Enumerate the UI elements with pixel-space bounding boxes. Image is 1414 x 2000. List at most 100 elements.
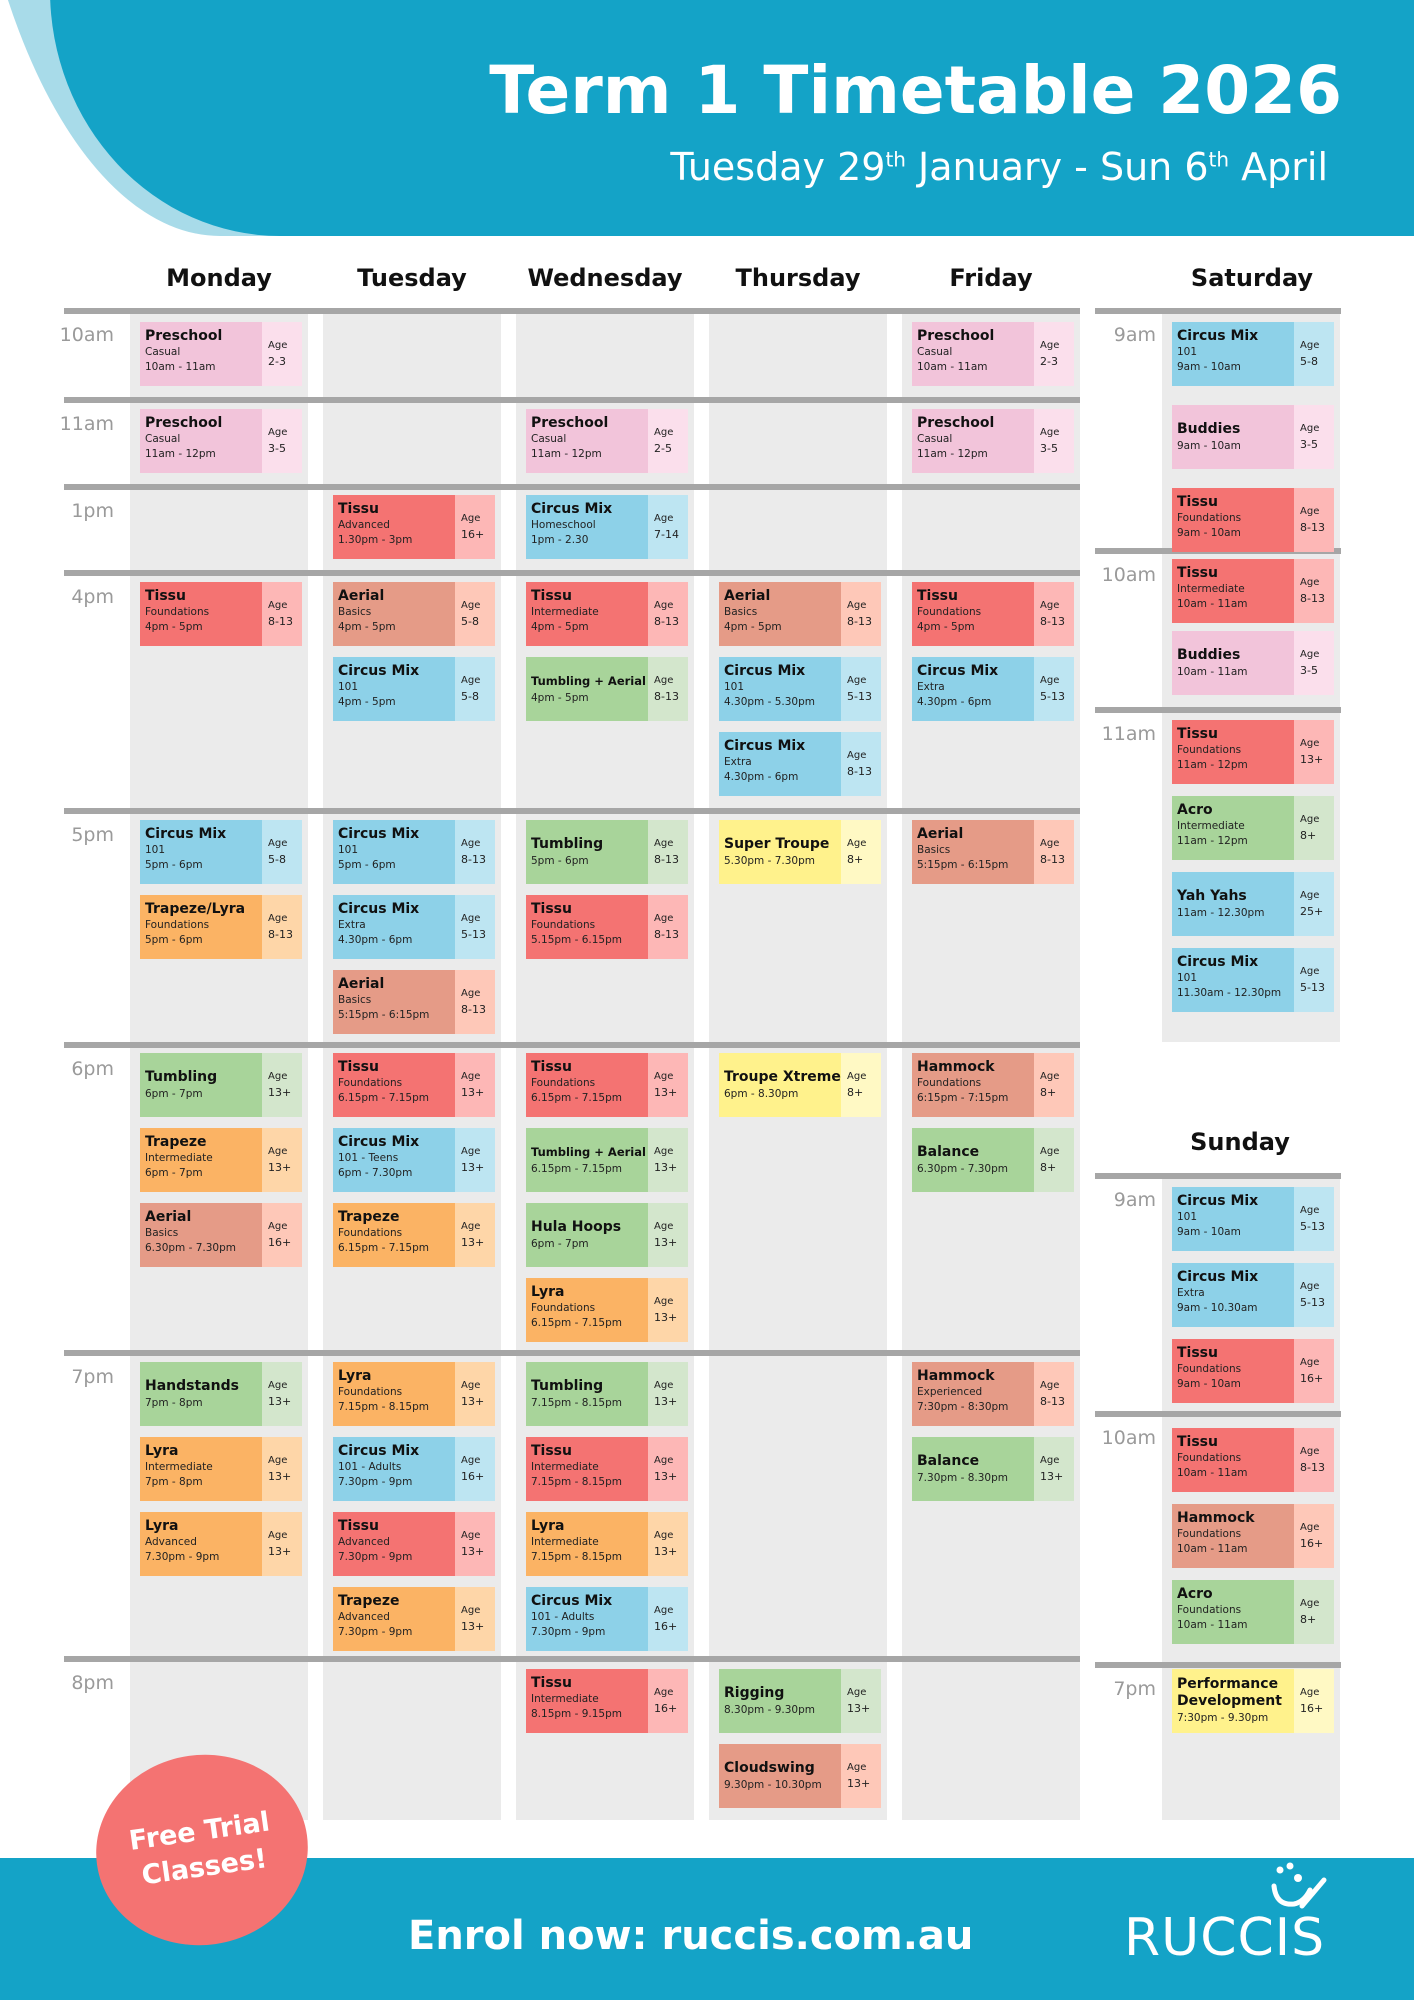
age-badge: Age 13+: [455, 1362, 495, 1426]
class-card[interactable]: Buddies 10am - 11am Age 3-5: [1172, 631, 1334, 695]
class-card[interactable]: Trapeze Foundations 6.15pm - 7.15pm Age 13+: [333, 1203, 495, 1267]
class-card[interactable]: Aerial Basics 4pm - 5pm Age 5-8: [333, 582, 495, 646]
class-card[interactable]: Circus Mix Extra 4.30pm - 6pm Age 8-13: [719, 732, 881, 796]
class-card[interactable]: Aerial Basics 6.30pm - 7.30pm Age 16+: [140, 1203, 302, 1267]
class-card[interactable]: Tissu Foundations 10am - 11am Age 8-13: [1172, 1428, 1334, 1492]
class-card[interactable]: Lyra Intermediate 7pm - 8pm Age 13+: [140, 1437, 302, 1501]
class-card[interactable]: Balance 6.30pm - 7.30pm Age 8+: [912, 1128, 1074, 1192]
class-card[interactable]: Lyra Advanced 7.30pm - 9pm Age 13+: [140, 1512, 302, 1576]
age-value: 16+: [1300, 1537, 1324, 1550]
class-card[interactable]: Circus Mix 101 - Teens 6pm - 7.30pm Age 13+: [333, 1128, 495, 1192]
class-card[interactable]: Circus Mix Extra 9am - 10.30am Age 5-13: [1172, 1263, 1334, 1327]
class-card[interactable]: Circus Mix 101 11.30am - 12.30pm Age 5-13: [1172, 948, 1334, 1012]
class-card[interactable]: Trapeze/Lyra Foundations 5pm - 6pm Age 8-13: [140, 895, 302, 959]
class-card[interactable]: Lyra Foundations 6.15pm - 7.15pm Age 13+: [526, 1278, 688, 1342]
class-card[interactable]: Tissu Foundations 9am - 10am Age 8-13: [1172, 488, 1334, 552]
age-badge: Age 5-8: [455, 582, 495, 646]
class-name: Tissu: [531, 588, 572, 604]
class-card[interactable]: Circus Mix 101 - Adults 7.30pm - 9pm Age 16+: [526, 1587, 688, 1651]
class-card[interactable]: Circus Mix Homeschool 1pm - 2.30 Age 7-14: [526, 495, 688, 559]
class-card[interactable]: Hammock Foundations 10am - 11am Age 16+: [1172, 1504, 1334, 1568]
enrol-link[interactable]: Enrol now: ruccis.com.au: [408, 1913, 974, 1959]
age-label: Age: [1040, 427, 1060, 438]
class-card[interactable]: Balance 7.30pm - 8.30pm Age 13+: [912, 1437, 1074, 1501]
class-card[interactable]: Trapeze Intermediate 6pm - 7pm Age 13+: [140, 1128, 302, 1192]
class-card[interactable]: Acro Intermediate 11am - 12pm Age 8+: [1172, 796, 1334, 860]
class-card[interactable]: Hammock Foundations 6:15pm - 7:15pm Age 8+: [912, 1053, 1074, 1117]
class-card[interactable]: Tissu Foundations 11am - 12pm Age 13+: [1172, 720, 1334, 784]
class-name: Aerial: [145, 1209, 192, 1225]
age-label: Age: [654, 913, 674, 924]
class-card[interactable]: Hammock Experienced 7:30pm - 8:30pm Age 8-13: [912, 1362, 1074, 1426]
class-card[interactable]: Circus Mix 101 5pm - 6pm Age 8-13: [333, 820, 495, 884]
age-label: Age: [654, 600, 674, 611]
class-card[interactable]: Aerial Basics 4pm - 5pm Age 8-13: [719, 582, 881, 646]
class-card[interactable]: Circus Mix Extra 4.30pm - 6pm Age 5-13: [912, 657, 1074, 721]
class-card[interactable]: Tissu Advanced 1.30pm - 3pm Age 16+: [333, 495, 495, 559]
class-card[interactable]: Tumbling + Aerial 6.15pm - 7.15pm Age 13+: [526, 1128, 688, 1192]
class-card[interactable]: Tissu Foundations 6.15pm - 7.15pm Age 13+: [526, 1053, 688, 1117]
class-card[interactable]: Tumbling 7.15pm - 8.15pm Age 13+: [526, 1362, 688, 1426]
age-label: Age: [1300, 966, 1320, 977]
age-label: Age: [847, 1071, 867, 1082]
class-card[interactable]: Tissu Foundations 5.15pm - 6.15pm Age 8-13: [526, 895, 688, 959]
class-card[interactable]: Tissu Intermediate 7.15pm - 8.15pm Age 13+: [526, 1437, 688, 1501]
class-info: Circus Mix Extra 4.30pm - 6pm: [333, 895, 455, 959]
age-badge: Age 3-5: [1294, 405, 1334, 469]
class-card[interactable]: Lyra Intermediate 7.15pm - 8.15pm Age 13+: [526, 1512, 688, 1576]
age-value: 5-8: [1300, 355, 1318, 368]
class-card[interactable]: Circus Mix 101 5pm - 6pm Age 5-8: [140, 820, 302, 884]
class-card[interactable]: Preschool Casual 11am - 12pm Age 3-5: [912, 409, 1074, 473]
age-label: Age: [1300, 1281, 1320, 1292]
class-level: Casual: [145, 346, 181, 358]
class-card[interactable]: Tumbling 5pm - 6pm Age 8-13: [526, 820, 688, 884]
class-card[interactable]: Tumbling 6pm - 7pm Age 13+: [140, 1053, 302, 1117]
class-card[interactable]: Circus Mix 101 9am - 10am Age 5-8: [1172, 322, 1334, 386]
class-card[interactable]: Aerial Basics 5:15pm - 6:15pm Age 8-13: [333, 970, 495, 1034]
age-label: Age: [1040, 1146, 1060, 1157]
age-label: Age: [654, 1296, 674, 1307]
class-card[interactable]: Preschool Casual 11am - 12pm Age 2-5: [526, 409, 688, 473]
class-card[interactable]: Circus Mix 101 4pm - 5pm Age 5-8: [333, 657, 495, 721]
class-card[interactable]: Lyra Foundations 7.15pm - 8.15pm Age 13+: [333, 1362, 495, 1426]
age-label: Age: [654, 1146, 674, 1157]
age-label: Age: [1300, 649, 1320, 660]
class-card[interactable]: Yah Yahs 11am - 12.30pm Age 25+: [1172, 872, 1334, 936]
age-badge: Age 8-13: [1294, 1428, 1334, 1492]
class-card[interactable]: Aerial Basics 5:15pm - 6:15pm Age 8-13: [912, 820, 1074, 884]
class-card[interactable]: Circus Mix 101 9am - 10am Age 5-13: [1172, 1187, 1334, 1251]
class-card[interactable]: Acro Foundations 10am - 11am Age 8+: [1172, 1580, 1334, 1644]
class-card[interactable]: Super Troupe 5.30pm - 7.30pm Age 8+: [719, 820, 881, 884]
class-card[interactable]: Handstands 7pm - 8pm Age 13+: [140, 1362, 302, 1426]
class-card[interactable]: Circus Mix 101 4.30pm - 5.30pm Age 5-13: [719, 657, 881, 721]
class-card[interactable]: Tissu Foundations 4pm - 5pm Age 8-13: [140, 582, 302, 646]
class-card[interactable]: Hula Hoops 6pm - 7pm Age 13+: [526, 1203, 688, 1267]
age-badge: Age 13+: [648, 1362, 688, 1426]
class-info: Balance 7.30pm - 8.30pm: [912, 1437, 1034, 1501]
class-card[interactable]: Cloudswing 9.30pm - 10.30pm Age 13+: [719, 1744, 881, 1808]
class-card[interactable]: Trapeze Advanced 7.30pm - 9pm Age 13+: [333, 1587, 495, 1651]
class-card[interactable]: Preschool Casual 10am - 11am Age 2-3: [912, 322, 1074, 386]
class-card[interactable]: Tissu Advanced 7.30pm - 9pm Age 13+: [333, 1512, 495, 1576]
class-card[interactable]: Tissu Intermediate 4pm - 5pm Age 8-13: [526, 582, 688, 646]
class-level: Intermediate: [1177, 820, 1245, 832]
class-card[interactable]: Tumbling + Aerial 4pm - 5pm Age 8-13: [526, 657, 688, 721]
class-card[interactable]: Circus Mix 101 - Adults 7.30pm - 9pm Age 16+: [333, 1437, 495, 1501]
class-card[interactable]: Buddies 9am - 10am Age 3-5: [1172, 405, 1334, 469]
class-time: 10am - 11am: [1177, 598, 1248, 610]
class-card[interactable]: Tissu Foundations 6.15pm - 7.15pm Age 13+: [333, 1053, 495, 1117]
class-card[interactable]: Preschool Casual 10am - 11am Age 2-3: [140, 322, 302, 386]
class-card[interactable]: Tissu Foundations 4pm - 5pm Age 8-13: [912, 582, 1074, 646]
class-card[interactable]: Tissu Intermediate 10am - 11am Age 8-13: [1172, 559, 1334, 623]
class-card[interactable]: Rigging 8.30pm - 9.30pm Age 13+: [719, 1669, 881, 1733]
class-card[interactable]: Tissu Foundations 9am - 10am Age 16+: [1172, 1339, 1334, 1403]
class-card[interactable]: Performance Development 7:30pm - 9.30pm Ag…: [1172, 1669, 1334, 1733]
class-name: Rigging: [724, 1684, 785, 1701]
class-card[interactable]: Circus Mix Extra 4.30pm - 6pm Age 5-13: [333, 895, 495, 959]
class-info: Preschool Casual 11am - 12pm: [526, 409, 648, 473]
class-card[interactable]: Troupe Xtreme 6pm - 8.30pm Age 8+: [719, 1053, 881, 1117]
class-card[interactable]: Tissu Intermediate 8.15pm - 9.15pm Age 16+: [526, 1669, 688, 1733]
class-info: Tissu Advanced 7.30pm - 9pm: [333, 1512, 455, 1576]
class-level: Foundations: [338, 1386, 403, 1398]
class-card[interactable]: Preschool Casual 11am - 12pm Age 3-5: [140, 409, 302, 473]
